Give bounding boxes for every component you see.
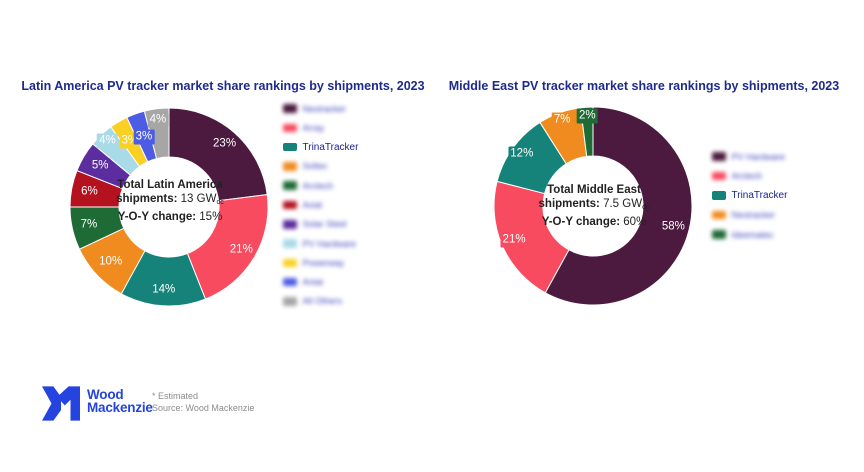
yoy-value: 15%: [196, 211, 223, 223]
legend-label: Arctech: [302, 180, 334, 191]
yoy-label: Y-O-Y change:: [117, 211, 197, 223]
legend-item-array: Array: [283, 122, 358, 133]
legend-item-axial: Axial: [283, 199, 358, 210]
woodmac-logo-icon: [42, 386, 80, 421]
shipments-value: 13 GW: [177, 193, 217, 205]
yoy-label: Y-O-Y change:: [541, 216, 621, 228]
legend-label: All Others: [302, 296, 343, 307]
legend-label: TrinaTracker: [302, 141, 359, 153]
center-region-label: Total Latin America: [117, 179, 223, 191]
legend-swatch-pv-hardware: [712, 152, 726, 161]
legend-label: PV Hardware: [731, 151, 786, 162]
donut-center-text-latin-america: Total Latin America shipments: 13 GWdc Y…: [95, 178, 245, 224]
woodmac-logo-text: Wood Mackenzie: [87, 387, 153, 415]
legend-item-trinatracker: TrinaTracker: [283, 142, 358, 153]
estimated-note: * Estimated: [152, 391, 199, 401]
legend-swatch-arctech: [712, 171, 726, 181]
legend-label: Soltec: [302, 161, 328, 172]
legend-item-ideematec: Ideematec: [712, 229, 787, 240]
chart-title-middle-east: Middle East PV tracker market share rank…: [448, 79, 840, 93]
legend-swatch-nextracker: [283, 104, 297, 113]
legend-label: Array: [302, 122, 325, 133]
source-note: Source: Wood Mackenzie: [152, 403, 255, 413]
shipments-unit-subscript: dc: [642, 204, 650, 211]
donut-center-text-middle-east: Total Middle East shipments: 7.5 GWdc Y-…: [519, 183, 669, 229]
legend-swatch-array: [283, 123, 297, 133]
legend-label: TrinaTracker: [731, 190, 788, 201]
legend-swatch-axial: [283, 200, 297, 210]
legend-latin-america: Nextracker Array TrinaTracker Soltec Arctech…: [283, 103, 358, 315]
logo-line1: Wood: [87, 387, 124, 402]
legend-swatch-soltec: [283, 162, 297, 171]
legend-swatch-solar-steel: [283, 220, 297, 229]
legend-item-powerway: Powerway: [283, 257, 358, 268]
legend-item-pv-hardware: PV Hardware: [712, 151, 787, 162]
legend-swatch-antai: [283, 277, 297, 287]
legend-item-all-others: All Others: [283, 296, 358, 307]
legend-swatch-all-others: [283, 297, 297, 306]
logo-line2: Mackenzie: [87, 400, 153, 415]
legend-item-arctech: Arctech: [712, 171, 787, 182]
legend-label: Solar Steel: [302, 219, 347, 230]
legend-swatch-pv-hardware: [283, 239, 297, 248]
legend-item-pv-hardware: PV Hardware: [283, 238, 358, 249]
shipments-unit-subscript: dc: [216, 199, 224, 206]
shipments-value: 7.5 GW: [599, 198, 643, 210]
chart-title-latin-america: Latin America PV tracker market share ra…: [21, 79, 425, 93]
shipments-label: shipments:: [116, 193, 178, 205]
legend-label: Powerway: [302, 257, 345, 268]
yoy-value: 60%: [620, 216, 647, 228]
legend-swatch-powerway: [283, 258, 297, 268]
legend-label: Nextracker: [302, 103, 347, 114]
legend-label: Arctech: [731, 171, 763, 181]
legend-swatch-ideematec: [712, 230, 726, 239]
legend-swatch-nextracker: [712, 210, 726, 220]
donut-segment-pv-hardware: [544, 106, 693, 306]
legend-item-nextracker: Nextracker: [283, 103, 358, 114]
legend-label: Axial: [302, 199, 323, 210]
footnote: * Estimated Source: Wood Mackenzie: [152, 390, 254, 414]
legend-swatch-trinatracker: [712, 191, 726, 200]
legend-item-solar-steel: Solar Steel: [283, 219, 358, 230]
donut-chart-middle-east: [493, 106, 693, 306]
legend-item-nextracker: Nextracker: [712, 210, 787, 221]
woodmac-logo: Wood Mackenzie: [42, 386, 153, 421]
legend-swatch-trinatracker: [283, 142, 297, 152]
center-region-label: Total Middle East: [547, 184, 641, 196]
legend-label: Nextracker: [731, 210, 776, 220]
legend-item-soltec: Soltec: [283, 161, 358, 172]
shipments-label: shipments:: [538, 198, 600, 210]
legend-item-trinatracker: TrinaTracker: [712, 190, 787, 201]
legend-item-antai: Antai: [283, 277, 358, 288]
legend-middle-east: PV Hardware Arctech TrinaTracker Nextracker…: [712, 151, 787, 249]
legend-label: Ideematec: [731, 229, 774, 240]
legend-label: PV Hardware: [302, 238, 357, 249]
legend-swatch-arctech: [283, 181, 297, 190]
legend-item-arctech: Arctech: [283, 180, 358, 191]
donut-segment-nextracker: [168, 107, 268, 202]
legend-label: Antai: [302, 277, 324, 288]
